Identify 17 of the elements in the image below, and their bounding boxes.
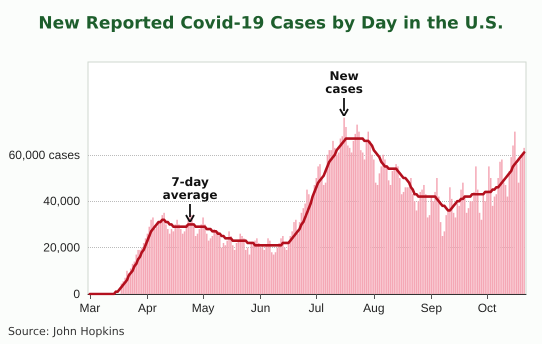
source-note: Source: John Hopkins [8, 325, 125, 338]
y-tick-label: 40,000 [43, 194, 80, 208]
chart-title: New Reported Covid-19 Cases by Day in the U.S. [38, 14, 504, 34]
x-tick-label: Oct [478, 301, 498, 315]
x-tick-label: May [192, 301, 214, 315]
y-tick-label: 0 [73, 287, 80, 301]
annotation: 7-day average [162, 175, 218, 202]
line-series [88, 137, 526, 296]
x-tick-label: Mar [80, 301, 100, 315]
y-tick-label: 20,000 [43, 240, 80, 255]
x-tick-label: Sep [420, 301, 442, 315]
x-tick-label: Aug [363, 301, 384, 315]
x-tick-label: Jul [308, 301, 324, 315]
x-tick-label: Jun [250, 301, 270, 315]
annotation: New cases [324, 68, 364, 96]
y-tick-label: 60,000 cases [8, 148, 80, 162]
x-tick-label: Apr [138, 301, 157, 315]
